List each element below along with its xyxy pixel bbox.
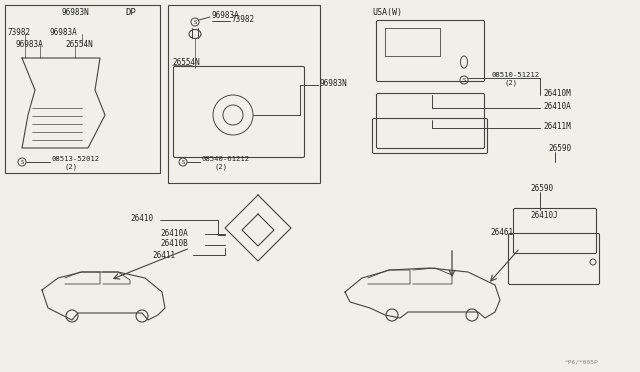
- Text: 26411M: 26411M: [543, 122, 571, 131]
- Text: 08513-52012: 08513-52012: [52, 156, 100, 162]
- Text: S: S: [20, 160, 24, 164]
- Text: 26410A: 26410A: [160, 228, 188, 237]
- Text: 08540-61212: 08540-61212: [202, 156, 250, 162]
- Text: 73982: 73982: [232, 15, 255, 23]
- Text: S: S: [181, 160, 184, 164]
- Bar: [5, 5, 160, 173]
- Text: 26410M: 26410M: [543, 89, 571, 97]
- Text: DP: DP: [125, 7, 136, 16]
- Text: 73982: 73982: [8, 28, 31, 36]
- Text: S: S: [193, 19, 196, 25]
- Text: 26554N: 26554N: [172, 58, 200, 67]
- Text: 26554N: 26554N: [65, 39, 93, 48]
- Text: 26410: 26410: [130, 214, 153, 222]
- Text: ^P6/*005P: ^P6/*005P: [565, 359, 599, 365]
- Text: 96983A: 96983A: [212, 10, 240, 19]
- Text: (2): (2): [65, 164, 78, 170]
- Text: 96983N: 96983N: [62, 7, 90, 16]
- Text: 26410B: 26410B: [160, 240, 188, 248]
- Bar: [168, 5, 320, 183]
- Text: 26410A: 26410A: [543, 102, 571, 110]
- Text: 96983N: 96983N: [320, 78, 348, 87]
- Text: 26410J: 26410J: [530, 211, 557, 219]
- Text: 08510-51212: 08510-51212: [492, 72, 540, 78]
- Text: 96983A: 96983A: [50, 28, 77, 36]
- Text: S: S: [462, 77, 466, 83]
- Text: 96983A: 96983A: [15, 39, 43, 48]
- Text: 26411: 26411: [152, 250, 175, 260]
- Text: (2): (2): [215, 164, 228, 170]
- Text: 26590: 26590: [530, 183, 553, 192]
- Text: USA(W): USA(W): [372, 7, 402, 16]
- Text: (2): (2): [505, 80, 518, 86]
- Bar: [385, 28, 440, 56]
- Text: 26590: 26590: [548, 144, 571, 153]
- Text: 26461: 26461: [490, 228, 513, 237]
